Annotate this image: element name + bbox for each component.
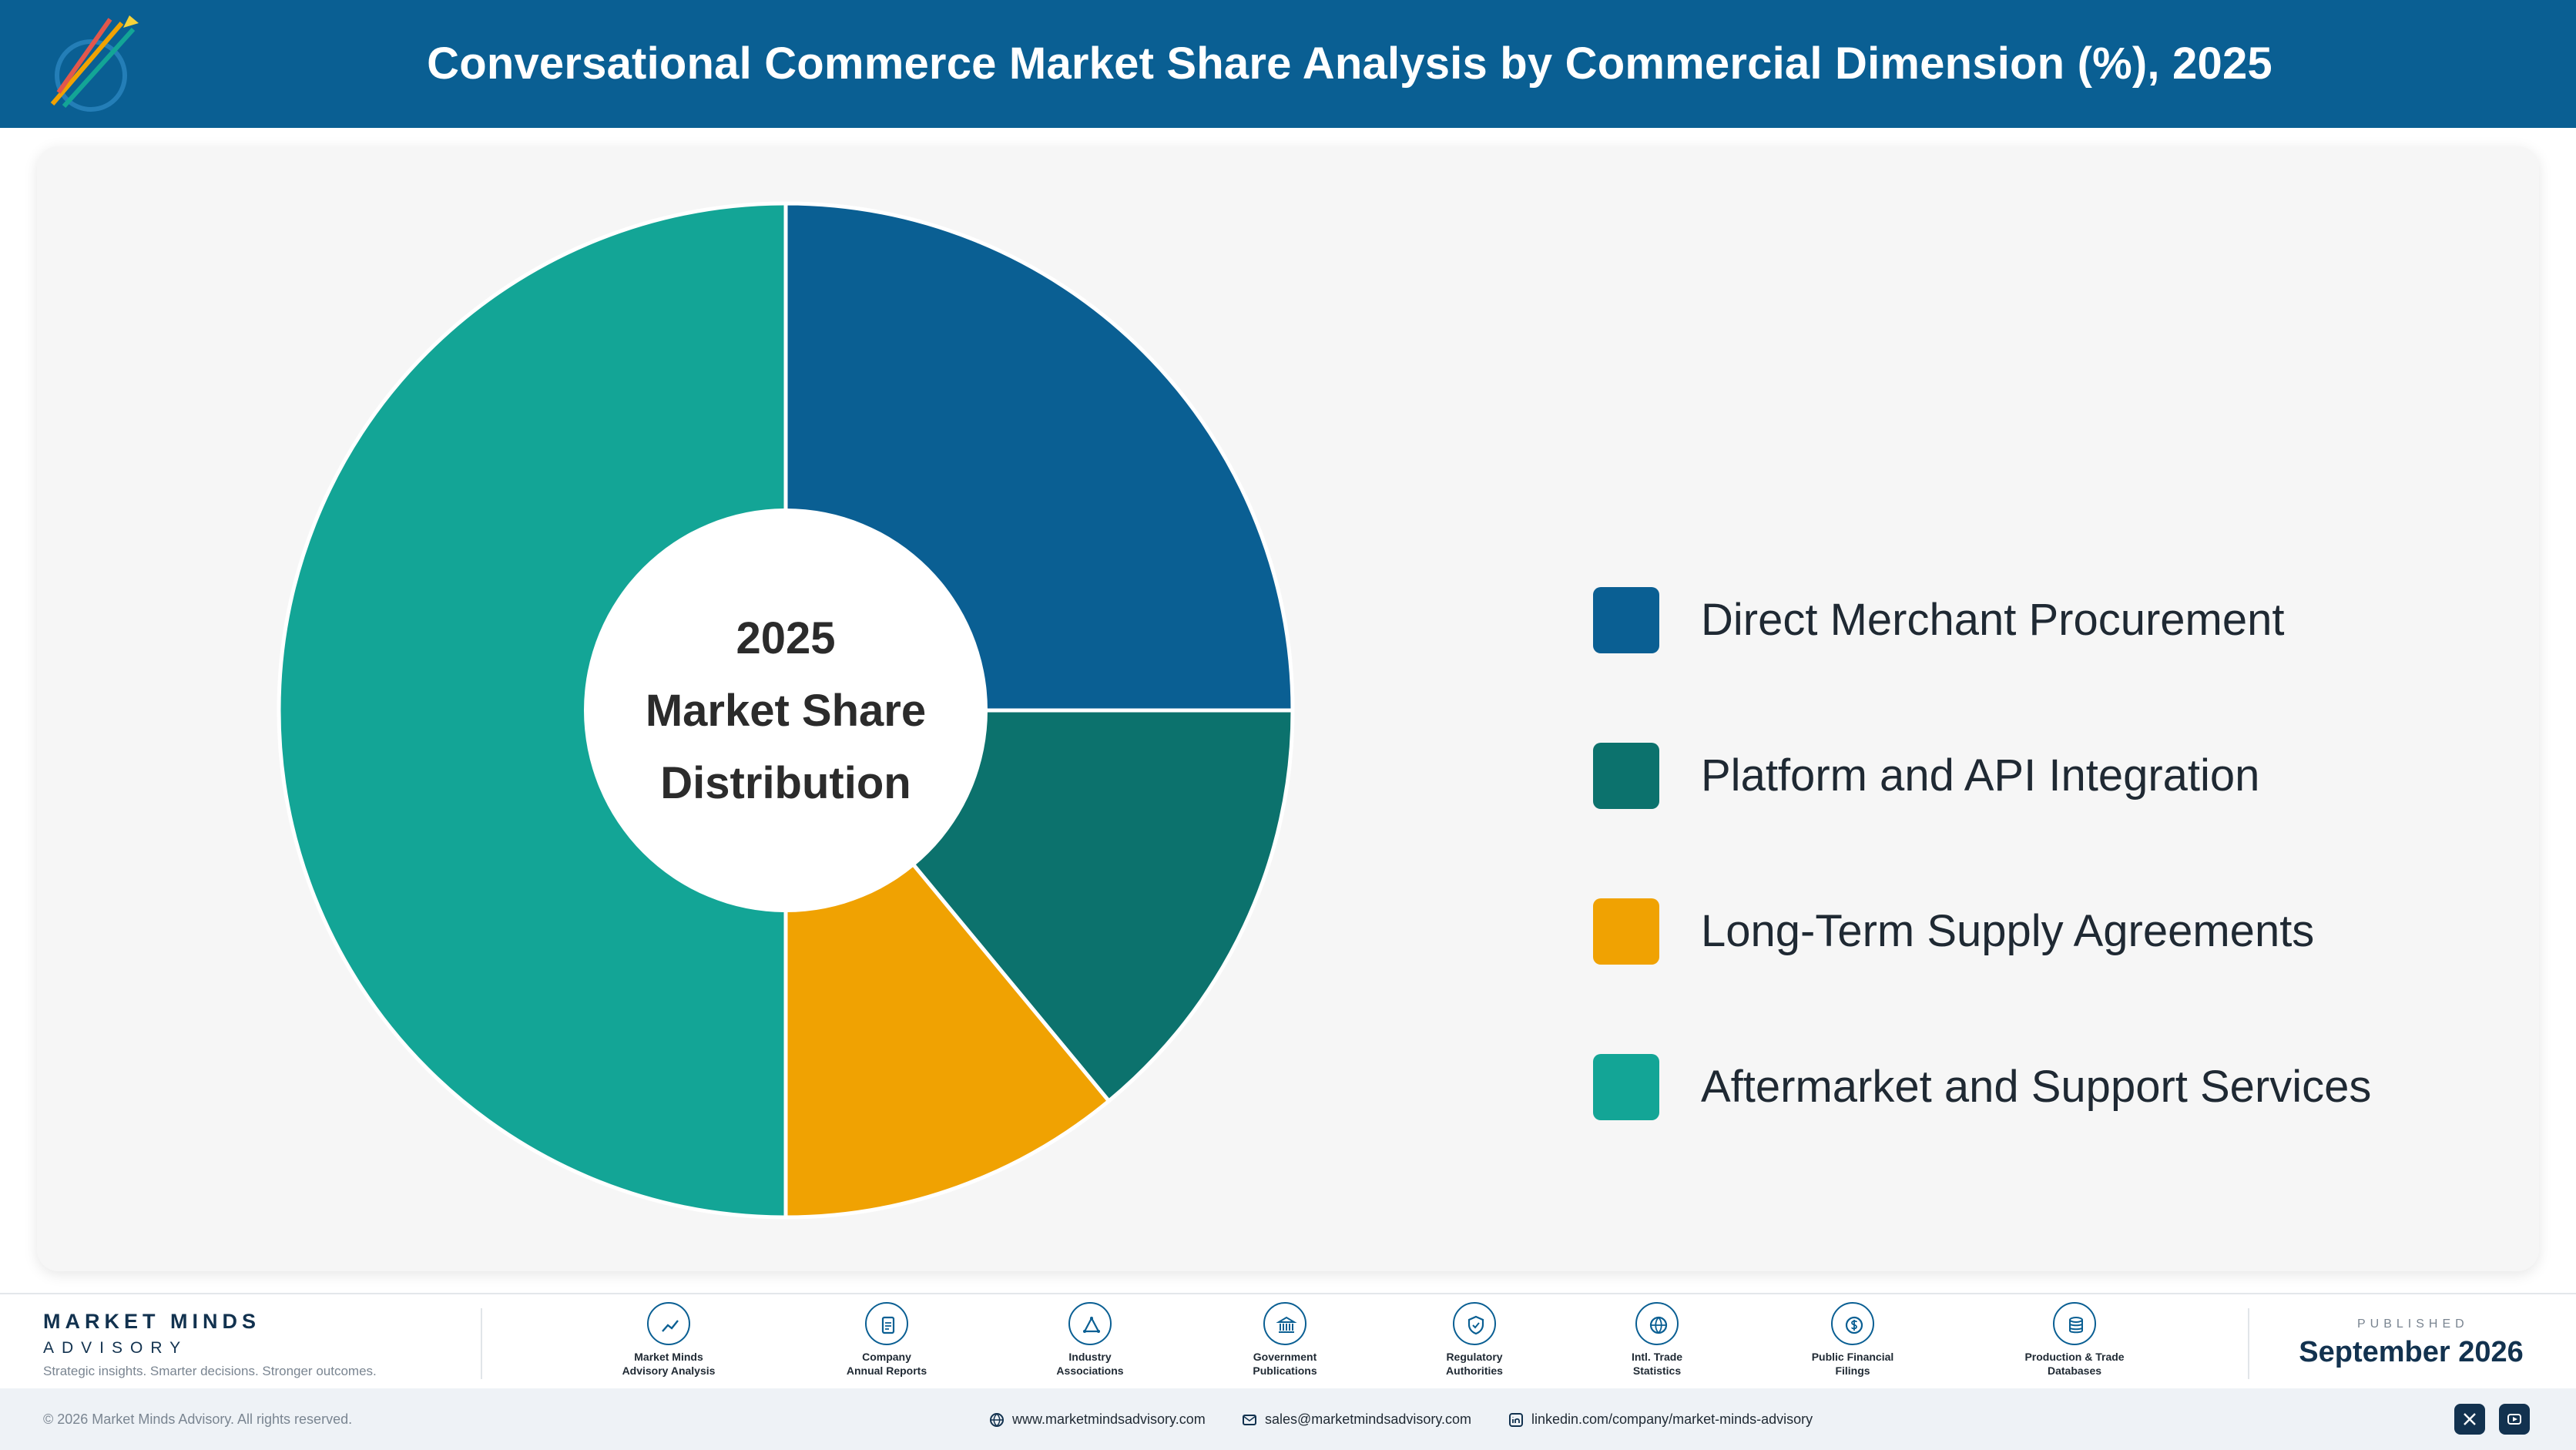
globe-icon [1635, 1302, 1679, 1345]
website-link[interactable]: www.marketmindsadvisory.com [989, 1388, 1206, 1450]
legend-item: Aftermarket and Support Services [1593, 1054, 2517, 1120]
source-label: Market Minds Advisory Analysis [622, 1351, 716, 1377]
legend-item: Platform and API Integration [1593, 743, 2517, 809]
source-item[interactable]: Production & Trade Databases [1982, 1302, 2167, 1378]
source-item[interactable]: Company Annual Reports [794, 1302, 979, 1378]
legend-swatch [1593, 1054, 1659, 1120]
published-label: PUBLISHED [2357, 1317, 2469, 1331]
email-link[interactable]: sales@marketmindsadvisory.com [1242, 1388, 1471, 1450]
bottom-bar: © 2026 Market Minds Advisory. All rights… [0, 1388, 2576, 1450]
government-building-icon [1263, 1302, 1306, 1345]
legend-swatch [1593, 898, 1659, 965]
linkedin-text: linkedin.com/company/market-minds-adviso… [1531, 1411, 1813, 1427]
source-label: Regulatory Authorities [1446, 1351, 1503, 1377]
source-label: Public Financial Filings [1811, 1351, 1894, 1377]
legend-item: Long-Term Supply Agreements [1593, 898, 2517, 965]
source-label: Industry Associations [1056, 1351, 1124, 1377]
chart-card: 2025 Market Share Distribution Direct Merc… [37, 146, 2539, 1271]
source-item[interactable]: Public Financial Filings [1760, 1302, 1945, 1378]
source-item[interactable]: Regulatory Authorities [1382, 1302, 1567, 1378]
source-label: Intl. Trade Statistics [1631, 1351, 1683, 1377]
pie-slice-aftermarket-and-support-services [277, 201, 788, 1220]
linkedin-link[interactable]: linkedin.com/company/market-minds-adviso… [1508, 1388, 1813, 1450]
linkedin-icon [1509, 1413, 1523, 1428]
legend-swatch [1593, 587, 1659, 653]
footer-divider [481, 1308, 482, 1379]
source-item[interactable]: Market Minds Advisory Analysis [576, 1302, 761, 1378]
brand-name: MARKET MINDS [43, 1310, 260, 1333]
source-item[interactable]: Government Publications [1192, 1302, 1377, 1378]
source-item[interactable]: Intl. Trade Statistics [1565, 1302, 1749, 1378]
mail-icon [1243, 1415, 1256, 1426]
source-label: Production & Trade Databases [2024, 1351, 2125, 1377]
legend-label: Long-Term Supply Agreements [1701, 906, 2315, 956]
legend-label: Aftermarket and Support Services [1701, 1062, 2372, 1112]
database-icon [2053, 1302, 2096, 1345]
youtube-icon[interactable] [2499, 1404, 2530, 1435]
document-icon [865, 1302, 908, 1345]
source-label: Company Annual Reports [846, 1351, 927, 1377]
copyright: © 2026 Market Minds Advisory. All rights… [43, 1411, 353, 1427]
source-item[interactable]: Industry Associations [998, 1302, 1182, 1378]
source-label: Government Publications [1253, 1351, 1317, 1377]
shield-check-icon [1453, 1302, 1496, 1345]
x-icon[interactable] [2454, 1404, 2485, 1435]
center-label-line: Market Share [646, 686, 926, 736]
dollar-coin-icon [1831, 1302, 1874, 1345]
website-text: www.marketmindsadvisory.com [1012, 1411, 1206, 1427]
center-label-line: 2025 [736, 613, 835, 663]
legend-swatch [1593, 743, 1659, 809]
footer-divider [2248, 1308, 2249, 1379]
network-icon [1068, 1302, 1112, 1345]
center-label-line: Distribution [660, 758, 911, 808]
page-title: Conversational Commerce Market Share Ana… [427, 39, 2272, 89]
published-date: September 2026 [2299, 1336, 2524, 1368]
header-bar: Conversational Commerce Market Share Ana… [0, 0, 2576, 128]
rocket-growth-logo-icon [50, 15, 139, 112]
legend-label: Direct Merchant Procurement [1701, 595, 2285, 645]
brand-tagline: Strategic insights. Smarter decisions. S… [43, 1364, 377, 1378]
legend-item: Direct Merchant Procurement [1593, 587, 2517, 653]
email-text: sales@marketmindsadvisory.com [1265, 1411, 1472, 1427]
legend-label: Platform and API Integration [1701, 750, 2260, 801]
donut-hole [584, 509, 988, 912]
brand-subtitle: ADVISORY [43, 1339, 189, 1357]
donut-chart: 2025 Market Share Distribution [277, 201, 1295, 1220]
trend-line-icon [647, 1302, 690, 1345]
footer: MARKET MINDS ADVISORY Strategic insights… [0, 1293, 2576, 1388]
globe-icon [990, 1413, 1004, 1428]
